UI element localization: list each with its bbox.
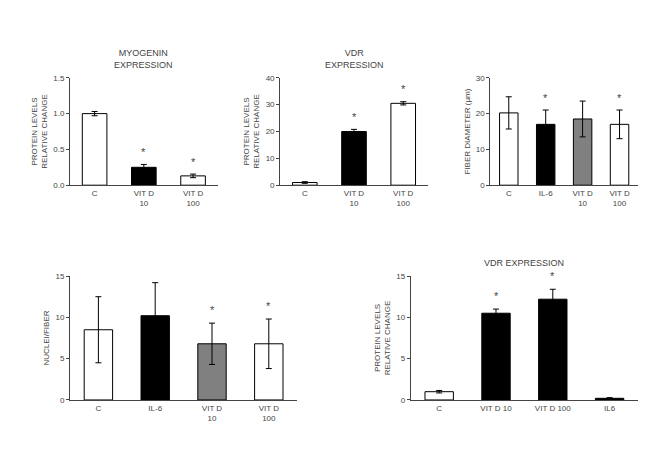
svg-text:VIT D 100: VIT D 100 [535,404,571,413]
svg-text:C: C [92,189,98,198]
svg-text:VIT D10: VIT D10 [134,189,155,208]
svg-text:20: 20 [266,127,275,136]
svg-text:C: C [302,189,308,198]
svg-text:0: 0 [480,181,485,190]
svg-text:*: * [141,146,146,158]
svg-text:0: 0 [401,396,406,405]
svg-text:VIT D100: VIT D100 [393,189,414,208]
svg-text:*: * [401,83,406,95]
svg-text:MYOGENINEXPRESSION: MYOGENINEXPRESSION [114,48,173,70]
svg-text:40: 40 [266,74,275,83]
svg-text:IL6: IL6 [604,404,616,413]
svg-text:30: 30 [266,100,275,109]
svg-text:VIT D10: VIT D10 [344,189,365,208]
svg-text:C: C [506,189,512,198]
svg-text:5: 5 [401,354,406,363]
svg-text:*: * [191,156,196,168]
svg-text:1.0: 1.0 [53,109,65,118]
svg-text:VIT D100: VIT D100 [259,404,280,423]
svg-text:VIT D10: VIT D10 [572,189,593,208]
svg-text:PROTEIN LEVELSRELATIVE CHANGE: PROTEIN LEVELSRELATIVE CHANGE [373,301,392,376]
svg-text:15: 15 [396,272,405,281]
svg-text:20: 20 [476,109,485,118]
svg-text:C: C [96,404,102,413]
svg-text:*: * [266,300,271,312]
svg-text:PROTEIN LEVELSRELATIVE CHANGE: PROTEIN LEVELSRELATIVE CHANGE [242,94,261,169]
svg-text:0.0: 0.0 [53,181,65,190]
svg-text:*: * [617,92,622,104]
svg-text:10: 10 [266,154,275,163]
svg-text:15: 15 [55,272,64,281]
svg-text:30: 30 [476,74,485,83]
svg-text:0: 0 [270,181,275,190]
svg-text:NUCLEI/FIBER: NUCLEI/FIBER [42,310,51,365]
svg-text:VIT D100: VIT D100 [609,189,630,208]
svg-text:C: C [436,404,442,413]
svg-text:VIT D 10: VIT D 10 [480,404,512,413]
svg-text:VDR EXPRESSION: VDR EXPRESSION [484,258,564,268]
svg-text:*: * [210,304,215,316]
svg-text:0.5: 0.5 [53,145,65,154]
svg-text:10: 10 [476,145,485,154]
svg-text:IL-6: IL-6 [148,404,162,413]
svg-text:*: * [494,290,499,302]
svg-text:0: 0 [60,396,65,405]
svg-text:5: 5 [60,354,65,363]
svg-text:10: 10 [396,313,405,322]
svg-text:*: * [543,92,548,104]
svg-text:IL-6: IL-6 [539,189,553,198]
svg-text:PROTEIN LEVELSRELATIVE CHANGE: PROTEIN LEVELSRELATIVE CHANGE [30,94,49,169]
svg-text:1.5: 1.5 [53,74,65,83]
svg-text:VDREXPRESSION: VDREXPRESSION [325,48,384,70]
svg-text:VIT D10: VIT D10 [202,404,223,423]
svg-text:*: * [352,111,357,123]
svg-text:VIT D100: VIT D100 [183,189,204,208]
svg-text:FIBER DIAMETER (µm): FIBER DIAMETER (µm) [463,88,472,174]
svg-text:*: * [550,270,555,282]
svg-text:10: 10 [55,313,64,322]
